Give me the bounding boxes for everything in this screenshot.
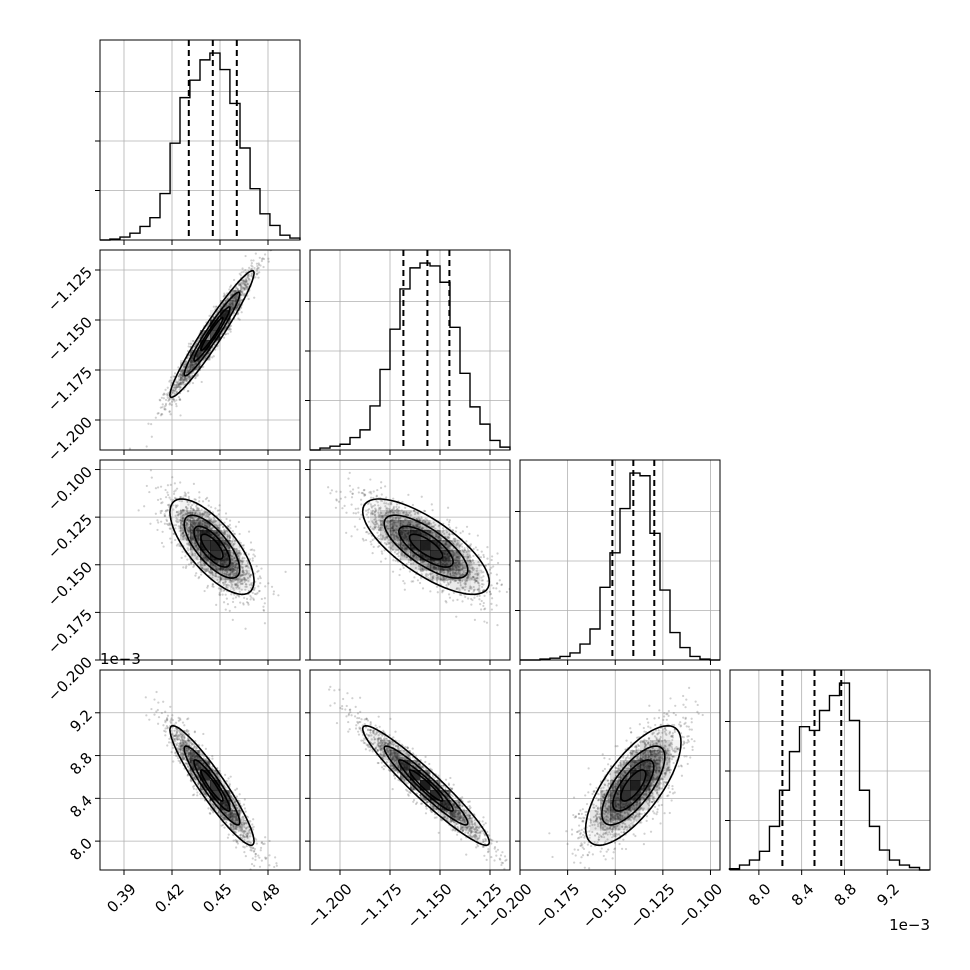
y-tick-label-p2: −1.150 — [44, 313, 96, 365]
contour-line-1 — [169, 498, 255, 596]
histogram-p3 — [520, 472, 720, 661]
pair-panel-p1-p4 — [99, 669, 301, 871]
contour-line-3 — [193, 759, 231, 812]
x-tick-label-p2: −1.175 — [354, 880, 406, 932]
contour-line-4 — [200, 316, 224, 352]
contour-line-2 — [183, 745, 241, 826]
density-cells — [180, 740, 251, 841]
contour-line-3 — [612, 759, 655, 812]
panel-frame — [309, 249, 511, 451]
x-scale-label-p4: 1e−3 — [889, 916, 930, 934]
pair-panel-p2-p4 — [309, 669, 511, 871]
x-tick-label-p4: 8.4 — [788, 880, 818, 910]
contour-line-2 — [383, 514, 469, 579]
density-cells — [180, 280, 251, 381]
contour-line-2 — [601, 745, 666, 826]
hist-panel-p3 — [515, 459, 721, 661]
panel-frame — [99, 39, 301, 241]
y-tick-label-p4: 9.2 — [66, 706, 96, 736]
hist-panel-p2 — [305, 249, 511, 451]
y-tick-label-p3: −0.125 — [44, 510, 96, 562]
contour-line-1 — [361, 498, 491, 596]
panel-frame — [729, 669, 931, 871]
panel-frame — [519, 459, 721, 661]
contour-line-4 — [408, 769, 444, 802]
pair-panel-p2-p3 — [309, 459, 511, 661]
pair-panel-p1-p2 — [99, 249, 301, 451]
x-tick-label-p1: 0.42 — [151, 880, 187, 916]
x-tick-label-p3: −0.150 — [579, 880, 631, 932]
pair-panel-p3-p4 — [519, 669, 721, 871]
contour-line-3 — [193, 306, 231, 362]
contour-line-3 — [398, 759, 454, 812]
contour-line-4 — [408, 533, 444, 560]
histogram-p1 — [100, 52, 301, 241]
x-tick-label-p2: −1.200 — [304, 880, 356, 932]
x-tick-label-p2: −1.150 — [404, 880, 456, 932]
contour-line-1 — [361, 724, 491, 847]
y-tick-label-p4: 8.8 — [66, 749, 96, 779]
y-tick-label-p4: 8.0 — [66, 834, 96, 864]
contour-line-1 — [169, 724, 255, 847]
contour-line-2 — [183, 291, 241, 377]
x-tick-label-p1: 0.45 — [199, 880, 235, 916]
pair-panel-p1-p3 — [99, 459, 301, 661]
panel-frame — [309, 459, 511, 661]
contour-line-2 — [383, 745, 469, 826]
contour-line-3 — [398, 525, 454, 568]
panel-frame — [519, 669, 721, 871]
contour-line-4 — [200, 769, 224, 802]
y-scale-label-p4: 1e−3 — [100, 650, 141, 668]
panel-frame — [99, 669, 301, 871]
hist-panel-p1 — [95, 39, 301, 241]
histogram-p4 — [728, 682, 930, 871]
panel-frame — [99, 249, 301, 451]
x-tick-label-p4: 9.2 — [873, 880, 903, 910]
contour-line-1 — [584, 724, 682, 847]
contour-line-2 — [183, 514, 241, 579]
x-tick-label-p4: 8.8 — [831, 880, 861, 910]
y-tick-label-p2: −1.125 — [44, 263, 96, 315]
contour-line-1 — [169, 269, 255, 399]
y-tick-label-p2: −1.200 — [44, 413, 96, 465]
y-tick-label-p3: −0.100 — [44, 463, 96, 515]
x-tick-label-p1: 0.39 — [103, 880, 139, 916]
y-tick-label-p3: −0.150 — [44, 558, 96, 610]
contour-line-3 — [193, 525, 231, 568]
y-tick-label-p4: 8.4 — [66, 792, 96, 822]
x-tick-label-p3: −0.175 — [531, 880, 583, 932]
panel-frame — [309, 669, 511, 871]
x-tick-label-p4: 8.0 — [745, 880, 775, 910]
hist-panel-p4 — [725, 669, 931, 871]
contour-line-4 — [620, 769, 647, 802]
x-tick-label-p1: 0.48 — [247, 880, 283, 916]
x-tick-label-p3: −0.125 — [627, 880, 679, 932]
y-tick-label-p2: −1.175 — [44, 363, 96, 415]
panel-frame — [99, 459, 301, 661]
y-tick-label-p3: −0.200 — [44, 653, 96, 705]
histogram-p2 — [310, 262, 511, 451]
y-tick-label-p3: −0.175 — [44, 606, 96, 658]
x-tick-label-p3: −0.100 — [674, 880, 726, 932]
contour-line-4 — [200, 533, 224, 560]
